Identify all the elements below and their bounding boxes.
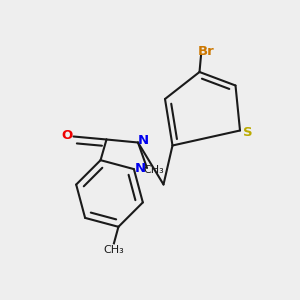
Text: N: N bbox=[135, 162, 146, 175]
Text: CH₃: CH₃ bbox=[143, 165, 164, 176]
Text: S: S bbox=[243, 125, 252, 139]
Text: O: O bbox=[61, 129, 73, 142]
Text: N: N bbox=[138, 134, 149, 148]
Text: Br: Br bbox=[198, 45, 215, 58]
Text: CH₃: CH₃ bbox=[103, 245, 124, 255]
